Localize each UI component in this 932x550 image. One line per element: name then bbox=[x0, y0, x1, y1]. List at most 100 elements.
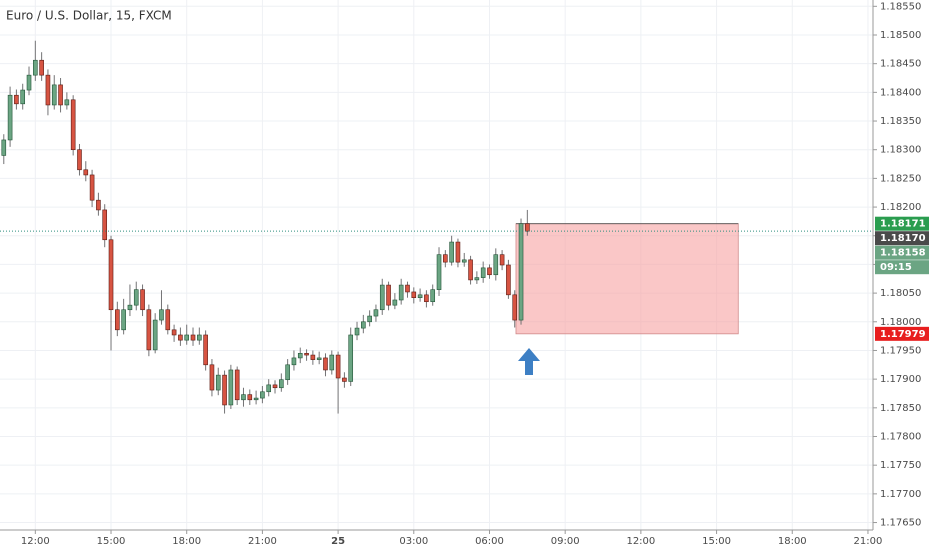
candle-body bbox=[241, 394, 246, 401]
candle-body bbox=[133, 289, 139, 306]
candle-body bbox=[405, 284, 410, 293]
candle-body bbox=[222, 374, 227, 406]
candle-body bbox=[392, 299, 398, 306]
candle-body bbox=[506, 264, 511, 296]
candle-body bbox=[461, 259, 467, 263]
candle-body bbox=[424, 294, 429, 303]
x-tick-label: 03:00 bbox=[399, 536, 428, 547]
candle-body bbox=[96, 199, 101, 211]
price-label-box bbox=[875, 231, 929, 246]
x-tick-label: 18:00 bbox=[172, 536, 201, 547]
y-tick-label: 1.18200 bbox=[880, 202, 921, 213]
candle-body bbox=[474, 277, 480, 281]
candle-body bbox=[297, 353, 303, 359]
candles bbox=[1, 40, 530, 414]
y-tick-label: 1.17800 bbox=[880, 432, 921, 443]
y-tick-label: 1.18450 bbox=[880, 59, 921, 70]
candle-body bbox=[354, 327, 360, 336]
candle-body bbox=[342, 377, 347, 382]
risk-zone bbox=[515, 223, 739, 335]
price-label-box bbox=[875, 245, 929, 260]
candle-body bbox=[285, 364, 290, 381]
candle-body bbox=[89, 174, 95, 201]
candle-body bbox=[512, 294, 518, 321]
candle-body bbox=[323, 357, 328, 371]
candle-body bbox=[7, 94, 13, 141]
candle-body bbox=[159, 309, 164, 321]
price-label-box bbox=[875, 216, 929, 231]
candle-body bbox=[304, 353, 309, 356]
candle-body bbox=[411, 291, 417, 298]
zone-layer bbox=[515, 223, 739, 335]
candle-body bbox=[493, 254, 499, 276]
candle-body bbox=[171, 329, 177, 336]
candle-body bbox=[228, 369, 234, 406]
x-tick-label: 06:00 bbox=[475, 536, 504, 547]
x-tick-label: 12:00 bbox=[21, 536, 50, 547]
candle-body bbox=[39, 59, 44, 76]
x-tick-label: 12:00 bbox=[626, 536, 655, 547]
candle-body bbox=[291, 357, 297, 366]
candle-body bbox=[518, 223, 524, 321]
candle-body bbox=[190, 334, 196, 341]
candle-body bbox=[266, 384, 272, 393]
y-tick-label: 1.17700 bbox=[880, 489, 921, 500]
candle-body bbox=[51, 84, 57, 106]
price-label: 09:15 bbox=[880, 262, 912, 273]
y-tick-label: 1.18400 bbox=[880, 87, 921, 98]
candle-body bbox=[20, 89, 26, 105]
candle-body bbox=[361, 321, 366, 329]
y-tick-label: 1.18300 bbox=[880, 145, 921, 156]
y-tick-label: 1.18250 bbox=[880, 173, 921, 184]
candle-body bbox=[310, 354, 316, 360]
candle-body bbox=[215, 374, 221, 391]
candle-body bbox=[203, 334, 208, 366]
x-tick-label: 15:00 bbox=[702, 536, 731, 547]
candle-body bbox=[480, 267, 486, 278]
candle-body bbox=[26, 74, 32, 91]
y-tick-label: 1.18000 bbox=[880, 317, 921, 328]
candle-body bbox=[178, 334, 183, 341]
y-tick-label: 1.18350 bbox=[880, 116, 921, 127]
arrow-up bbox=[518, 348, 540, 375]
candle-body bbox=[316, 357, 322, 360]
price-label-box bbox=[875, 260, 929, 275]
candle-body bbox=[417, 294, 423, 298]
candle-body bbox=[455, 241, 461, 263]
candle-body bbox=[367, 315, 372, 323]
candle-body bbox=[379, 284, 385, 311]
y-tick-label: 1.17900 bbox=[880, 374, 921, 385]
candle-body bbox=[443, 254, 448, 263]
candle-body bbox=[449, 241, 454, 263]
y-tick-label: 1.18550 bbox=[880, 1, 921, 12]
candle-body bbox=[279, 379, 284, 389]
candle-body bbox=[83, 169, 89, 176]
y-tick-label: 1.17950 bbox=[880, 345, 921, 356]
x-tick-label: 25 bbox=[331, 536, 345, 547]
candle-body bbox=[234, 369, 240, 401]
candle-body bbox=[184, 334, 190, 341]
candle-body bbox=[436, 254, 442, 290]
candle-body bbox=[14, 94, 19, 105]
candle-body bbox=[152, 319, 158, 351]
candle-body bbox=[102, 209, 108, 241]
candle-body bbox=[64, 99, 70, 106]
candle-body bbox=[335, 354, 341, 379]
y-tick-label: 1.17750 bbox=[880, 460, 921, 471]
candle-body bbox=[77, 149, 82, 171]
candle-body bbox=[253, 397, 259, 401]
candle-body bbox=[373, 309, 379, 317]
price-label: 1.18158 bbox=[880, 248, 926, 259]
chart-title: Euro / U.S. Dollar, 15, FXCM bbox=[6, 9, 172, 23]
price-label-box bbox=[875, 326, 929, 341]
candle-body bbox=[70, 99, 76, 151]
y-tick-label: 1.18050 bbox=[880, 288, 921, 299]
candle-body bbox=[272, 384, 278, 389]
candle-body bbox=[430, 289, 436, 303]
candle-body bbox=[468, 259, 473, 281]
candle-body bbox=[140, 289, 145, 311]
x-tick-label: 21:00 bbox=[854, 536, 883, 547]
price-label: 1.18170 bbox=[880, 233, 926, 244]
